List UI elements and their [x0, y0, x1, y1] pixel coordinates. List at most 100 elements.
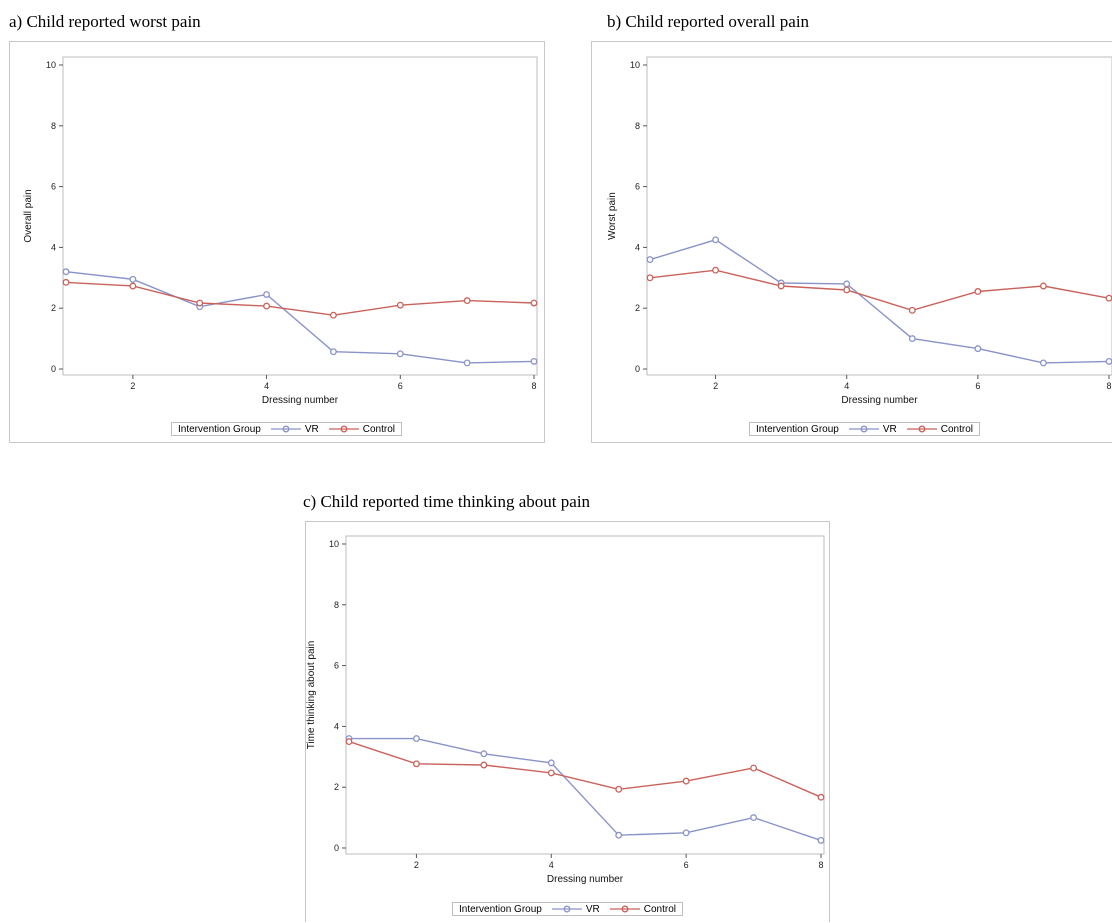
y-axis-label: Worst pain: [607, 192, 618, 240]
data-point-control: [843, 286, 851, 294]
data-point-vr: [646, 256, 654, 264]
data-point-control: [908, 306, 916, 314]
y-tick-label: 0: [635, 364, 640, 374]
x-tick-label: 8: [1106, 381, 1111, 391]
caption-c: c) Child reported time thinking about pa…: [303, 492, 591, 511]
y-tick-label: 6: [334, 661, 339, 671]
y-tick-label: 10: [46, 60, 56, 70]
chart-panel-c: 0 2 4 6 8 10 2 4 6 8 Dressing number Time thinking …: [305, 521, 830, 922]
data-point-vr: [1105, 357, 1112, 365]
legend-label-vr: VR: [882, 423, 897, 435]
data-point-vr: [615, 831, 623, 839]
legend-label-control: Control: [362, 423, 395, 435]
y-tick-label: 2: [334, 782, 339, 792]
x-tick-label: 4: [844, 381, 849, 391]
data-point-control: [682, 777, 690, 785]
legend-swatch-vr: [270, 425, 301, 433]
chart-c-svg: 0 2 4 6 8 10 2 4 6 8 Dressing number Time thinking …: [306, 535, 825, 885]
series-line-control: [348, 740, 822, 798]
data-point-control: [480, 761, 488, 769]
legend-item-vr: VR: [848, 423, 897, 435]
legend-label-control: Control: [643, 903, 676, 915]
chart-c-legend: Intervention Group VR Control: [452, 902, 683, 916]
data-point-vr: [682, 829, 690, 837]
caption-b: b) Child reported overall pain: [607, 12, 810, 31]
x-tick-label: 2: [414, 860, 419, 870]
chart-b-svg: 0 2 4 6 8 10 2 4 6 8 Dressing number Worst pain: [607, 56, 1112, 406]
y-axis-label: Overall pain: [23, 189, 34, 242]
y-axis-label: Time thinking about pain: [306, 641, 317, 750]
y-tick-label: 8: [51, 121, 56, 131]
series-line-vr: [65, 271, 535, 364]
data-point-vr: [463, 359, 471, 367]
data-point-control: [129, 282, 137, 290]
legend-title: Intervention Group: [459, 903, 542, 915]
y-tick-label: 6: [51, 182, 56, 192]
x-tick-label: 4: [264, 381, 269, 391]
data-point-vr: [974, 345, 982, 353]
caption-a: a) Child reported worst pain: [9, 12, 201, 31]
data-point-control: [345, 738, 353, 746]
data-point-vr: [547, 759, 555, 767]
y-tick-label: 4: [334, 721, 339, 731]
data-point-vr: [843, 280, 851, 288]
data-point-vr: [908, 335, 916, 343]
data-point-vr: [1039, 359, 1047, 367]
chart-b-legend: Intervention Group VR Control: [749, 422, 980, 436]
chart-panel-b: 0 2 4 6 8 10 2 4 6 8 Dressing number Worst pain Int…: [591, 41, 1112, 443]
y-tick-label: 2: [635, 303, 640, 313]
data-point-control: [1105, 294, 1112, 302]
data-point-control: [62, 278, 70, 286]
data-point-control: [547, 769, 555, 777]
series-line-control: [65, 281, 535, 316]
chart-panel-a: 0 2 4 6 8 10 2 4 6 8 Dressing number Overall pain I…: [9, 41, 545, 443]
legend-swatch-vr: [848, 425, 879, 433]
legend-title: Intervention Group: [178, 423, 261, 435]
legend-label-vr: VR: [585, 903, 600, 915]
y-tick-label: 4: [635, 242, 640, 252]
data-point-vr: [263, 291, 271, 298]
chart-a-legend: Intervention Group VR Control: [171, 422, 402, 436]
data-point-control: [817, 793, 825, 801]
data-point-vr: [817, 836, 825, 844]
legend-item-control: Control: [609, 903, 676, 915]
y-tick-label: 0: [334, 843, 339, 853]
data-point-vr: [712, 236, 720, 244]
data-point-vr: [480, 750, 488, 758]
y-tick-label: 0: [51, 364, 56, 374]
legend-item-vr: VR: [551, 903, 600, 915]
data-point-control: [615, 785, 623, 793]
x-axis-label: Dressing number: [841, 395, 918, 406]
plot-area: [646, 56, 1112, 376]
x-axis-label: Dressing number: [547, 874, 624, 885]
x-tick-label: 8: [818, 860, 823, 870]
data-point-control: [196, 299, 204, 307]
x-tick-label: 6: [975, 381, 980, 391]
y-tick-label: 8: [635, 121, 640, 131]
y-tick-label: 10: [630, 60, 640, 70]
legend-swatch-control: [609, 905, 640, 913]
y-tick-label: 6: [635, 182, 640, 192]
data-point-control: [263, 302, 271, 310]
data-point-vr: [412, 735, 420, 743]
x-tick-label: 8: [531, 381, 536, 391]
data-point-control: [974, 288, 982, 295]
data-point-control: [750, 764, 758, 772]
x-axis-label: Dressing number: [262, 395, 339, 406]
series-line-control: [649, 269, 1110, 312]
data-point-vr: [62, 268, 70, 276]
plot-area: [62, 56, 538, 376]
data-point-control: [396, 301, 404, 309]
data-point-control: [412, 760, 420, 768]
legend-title: Intervention Group: [756, 423, 839, 435]
x-tick-label: 6: [398, 381, 403, 391]
series-line-vr: [649, 239, 1110, 364]
data-point-vr: [129, 275, 137, 283]
x-tick-label: 2: [130, 381, 135, 391]
y-tick-label: 4: [51, 242, 56, 252]
legend-swatch-control: [906, 425, 937, 433]
y-tick-label: 8: [334, 600, 339, 610]
legend-label-vr: VR: [304, 423, 319, 435]
x-tick-label: 4: [549, 860, 554, 870]
series-line-vr: [349, 737, 822, 842]
